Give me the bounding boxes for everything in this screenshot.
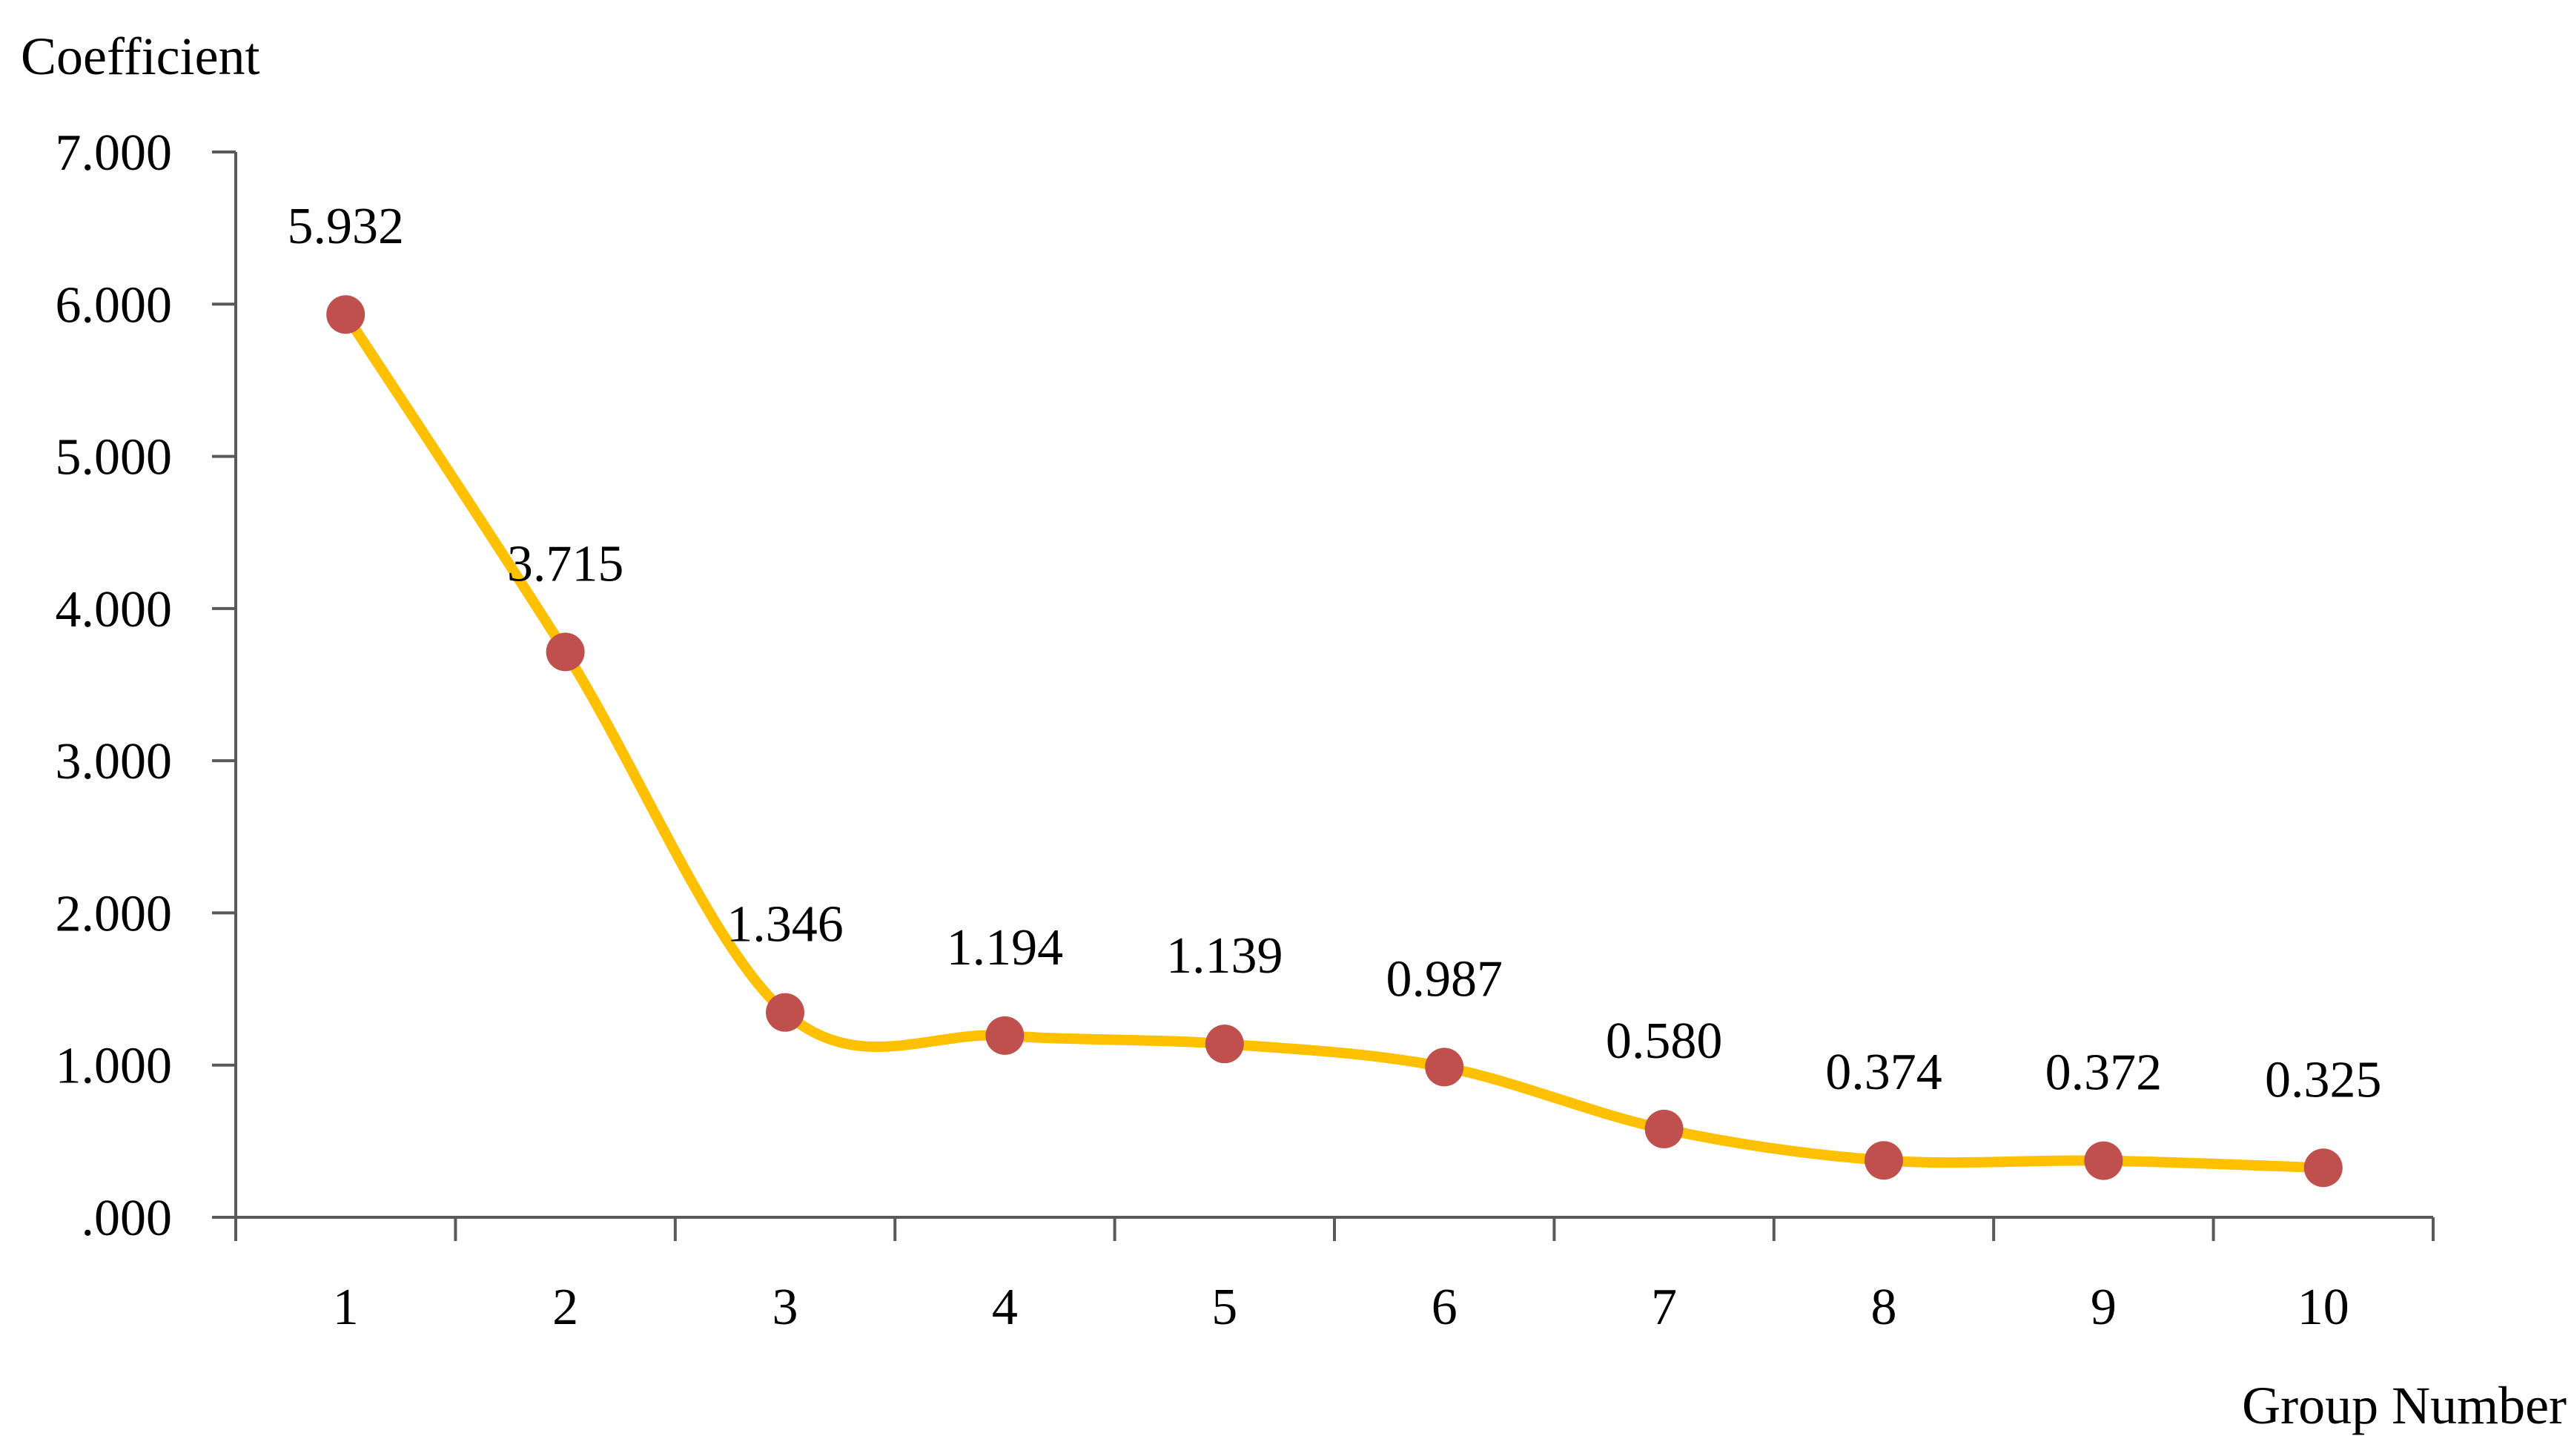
y-tick-label: 3.000 xyxy=(56,733,173,790)
series-line xyxy=(340,309,2329,1174)
y-tick-label: 6.000 xyxy=(56,277,173,334)
y-tick-label: 5.000 xyxy=(56,429,173,486)
x-tick-label: 6 xyxy=(1432,1279,1458,1336)
x-tick-label: 3 xyxy=(772,1279,798,1336)
y-tick-label: .000 xyxy=(82,1190,173,1247)
x-tick-label: 9 xyxy=(2091,1279,2117,1336)
data-label: 1.346 xyxy=(727,896,844,953)
data-point xyxy=(985,1016,1025,1055)
y-tick-label: 2.000 xyxy=(56,885,173,942)
data-point xyxy=(1644,1109,1684,1148)
y-axis-title: Coefficient xyxy=(21,27,260,86)
data-point xyxy=(2303,1148,2343,1188)
data-label: 1.194 xyxy=(947,919,1064,976)
x-axis-title: Group Number xyxy=(2242,1376,2567,1435)
data-label: 1.139 xyxy=(1166,927,1283,985)
x-tick-label: 10 xyxy=(2297,1279,2349,1336)
data-label: 0.987 xyxy=(1386,950,1503,1007)
x-tick-label: 8 xyxy=(1871,1279,1897,1336)
x-tick-label: 5 xyxy=(1211,1279,1237,1336)
y-tick-label: 4.000 xyxy=(56,581,173,638)
data-point xyxy=(2084,1141,2123,1180)
data-label-group: 5.932 3.715 1.346 1.194 1.139 0.987 0.580 0.374… xyxy=(287,198,2381,1108)
x-tick-label: 2 xyxy=(552,1279,578,1336)
data-point xyxy=(766,993,804,1032)
axes: .000 1.000 2.000 3.000 4.000 5.000 6.000 7.000 1… xyxy=(56,125,2435,1336)
data-point xyxy=(326,295,365,334)
data-point xyxy=(546,632,585,672)
data-label: 0.325 xyxy=(2265,1051,2382,1108)
data-label: 0.580 xyxy=(1606,1013,1723,1070)
data-point-group xyxy=(326,295,2343,1188)
data-label: 5.932 xyxy=(287,198,404,255)
data-point xyxy=(1425,1048,1464,1087)
data-label: 3.715 xyxy=(507,535,624,592)
y-tick-label: 7.000 xyxy=(56,125,173,182)
series-line-group xyxy=(340,309,2329,1174)
data-label: 0.374 xyxy=(1825,1044,1942,1101)
data-point xyxy=(1865,1141,1903,1180)
x-tick-label: 1 xyxy=(333,1279,359,1336)
y-tick-label: 1.000 xyxy=(56,1038,173,1095)
data-point xyxy=(1205,1025,1244,1064)
x-tick-label: 4 xyxy=(992,1279,1018,1336)
x-tick-label: 7 xyxy=(1651,1279,1677,1336)
data-label: 0.372 xyxy=(2045,1045,2163,1102)
